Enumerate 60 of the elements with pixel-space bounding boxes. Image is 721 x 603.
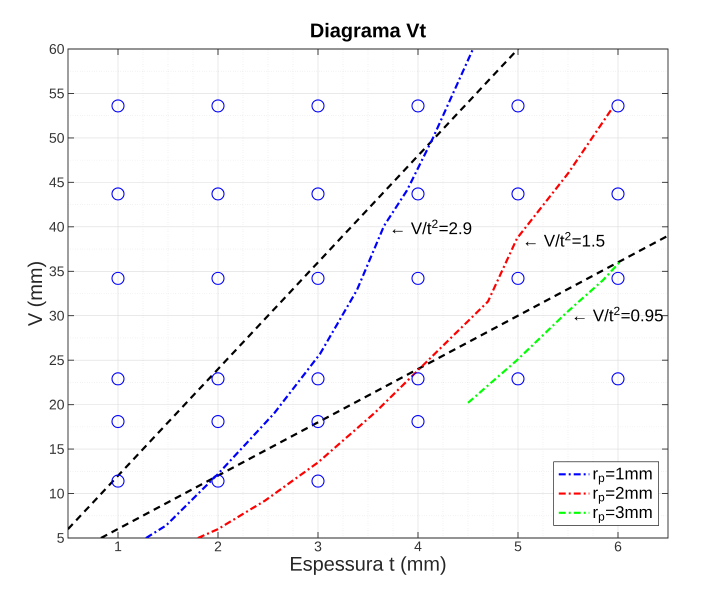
point xyxy=(611,187,625,200)
y-tick-label: 30 xyxy=(49,310,64,321)
point xyxy=(111,372,125,386)
x-tick-label: 2 xyxy=(214,542,222,552)
point xyxy=(511,272,525,285)
x-tick-label: 3 xyxy=(314,542,322,552)
y-tick-label: 15 xyxy=(50,444,64,454)
y-tick-label: 10 xyxy=(50,488,64,498)
point xyxy=(211,272,225,285)
y-tick-label: 25 xyxy=(50,355,64,366)
x-tick-label: 6 xyxy=(614,542,622,552)
point xyxy=(211,99,225,112)
point xyxy=(211,474,225,488)
point xyxy=(311,187,325,200)
point xyxy=(311,414,325,428)
point xyxy=(511,372,525,386)
point xyxy=(111,272,125,285)
y-tick-label: 45 xyxy=(49,178,64,188)
point xyxy=(411,372,425,386)
point xyxy=(411,272,425,285)
point xyxy=(111,414,125,428)
chart-title: Diagrama Vt xyxy=(311,22,426,42)
point xyxy=(611,99,625,112)
y-tick-label: 35 xyxy=(49,266,64,276)
point xyxy=(611,272,625,285)
point xyxy=(111,99,125,112)
y-tick-label: 20 xyxy=(50,400,64,410)
point xyxy=(411,187,425,200)
y-tick-label: 5 xyxy=(57,533,64,543)
x-axis-title: Espessura t (mm) xyxy=(291,556,446,575)
point xyxy=(211,187,225,200)
y-tick-label: 60 xyxy=(50,44,64,54)
annotation: ← V/t$^{2}$=1.5 xyxy=(526,232,604,247)
point xyxy=(311,99,325,112)
x-tick-label: 5 xyxy=(514,542,522,552)
y-tick-label: 55 xyxy=(50,88,64,98)
line-series xyxy=(466,260,622,404)
legend-label: r$_{p}$=2mm xyxy=(594,486,652,504)
point xyxy=(411,99,425,112)
point xyxy=(111,474,125,488)
point xyxy=(311,474,325,488)
y-tick-label: 40 xyxy=(49,222,64,232)
line-series xyxy=(144,49,474,538)
legend-label: r$_{p}$=3mm xyxy=(594,506,652,524)
point xyxy=(311,372,325,386)
legend-label: r$_{p}$=1mm xyxy=(594,468,652,484)
annotation: ← V/t$^{2}$=2.9 xyxy=(392,220,472,234)
point xyxy=(211,414,225,428)
point xyxy=(511,99,525,112)
point xyxy=(611,372,625,386)
y-tick-label: 50 xyxy=(50,132,64,143)
point xyxy=(311,272,325,285)
point xyxy=(511,187,525,200)
x-tick-label: 1 xyxy=(115,542,122,552)
point xyxy=(211,372,225,386)
y-axis-title: V (mm) xyxy=(28,262,46,326)
point xyxy=(411,414,425,428)
annotation: ← V/t$^{2}$=0.95 xyxy=(574,306,663,322)
point xyxy=(111,187,125,200)
x-tick-label: 4 xyxy=(414,542,422,552)
